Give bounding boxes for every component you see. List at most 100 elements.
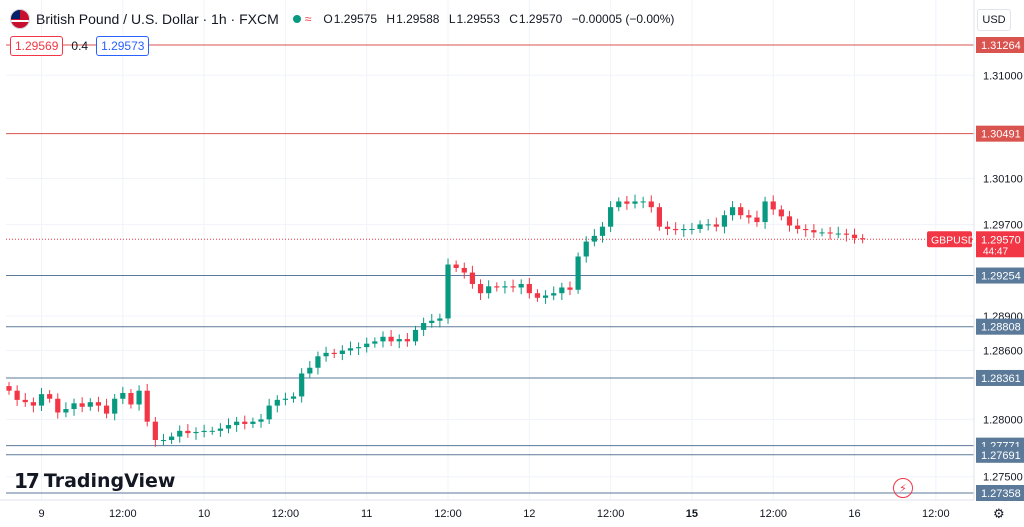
- candle-body[interactable]: [282, 398, 289, 400]
- candle-body[interactable]: [591, 235, 597, 242]
- candle-body[interactable]: [624, 201, 630, 204]
- candle-body[interactable]: [63, 409, 69, 413]
- candle-body[interactable]: [559, 287, 565, 294]
- flash-icon[interactable]: ⚡: [893, 478, 913, 498]
- candle-body[interactable]: [510, 286, 516, 288]
- candle-body[interactable]: [681, 228, 687, 231]
- candle-body[interactable]: [689, 228, 695, 230]
- candle-body[interactable]: [22, 399, 28, 403]
- candle-body[interactable]: [38, 394, 45, 406]
- candle-body[interactable]: [412, 329, 419, 342]
- candle-body[interactable]: [169, 436, 175, 441]
- buy-price-button[interactable]: 1.29573: [96, 36, 150, 56]
- candle-body[interactable]: [477, 284, 484, 294]
- candle-body[interactable]: [770, 201, 776, 210]
- level-price-tag[interactable]: [976, 267, 1024, 284]
- candle-body[interactable]: [648, 201, 654, 208]
- level-price-tag[interactable]: [976, 37, 1024, 53]
- candle-body[interactable]: [486, 286, 492, 294]
- candle-body[interactable]: [811, 230, 817, 233]
- candle-body[interactable]: [437, 318, 443, 321]
- level-price-tag[interactable]: [976, 485, 1024, 501]
- candle-body[interactable]: [372, 341, 378, 344]
- candle-body[interactable]: [95, 402, 102, 406]
- candle-body[interactable]: [14, 390, 20, 400]
- candle-body[interactable]: [209, 430, 215, 432]
- candle-body[interactable]: [534, 293, 541, 298]
- candle-body[interactable]: [103, 405, 110, 414]
- gear-icon[interactable]: ⚙: [993, 506, 1005, 521]
- candle-body[interactable]: [290, 396, 297, 399]
- candle-body[interactable]: [567, 287, 573, 290]
- candle-body[interactable]: [502, 286, 508, 288]
- candle-body[interactable]: [461, 267, 467, 273]
- candle-body[interactable]: [616, 201, 622, 208]
- candle-body[interactable]: [713, 224, 719, 227]
- candle-body[interactable]: [762, 201, 768, 223]
- candle-body[interactable]: [266, 405, 272, 420]
- candle-body[interactable]: [47, 394, 53, 399]
- symbol-tag[interactable]: [927, 231, 972, 248]
- candle-body[interactable]: [71, 403, 77, 410]
- candle-body[interactable]: [144, 390, 150, 422]
- candle-body[interactable]: [705, 224, 711, 226]
- candle-body[interactable]: [429, 320, 435, 324]
- tradingview-logo[interactable]: 17 TradingView: [14, 468, 175, 494]
- candle-body[interactable]: [835, 233, 841, 235]
- candle-body[interactable]: [518, 284, 524, 288]
- candle-body[interactable]: [583, 241, 589, 257]
- candle-body[interactable]: [299, 373, 305, 397]
- candle-body[interactable]: [120, 392, 126, 399]
- candle-body[interactable]: [217, 428, 223, 431]
- candle-body[interactable]: [258, 419, 264, 422]
- candle-body[interactable]: [445, 264, 451, 319]
- candle-body[interactable]: [396, 339, 402, 342]
- level-price-tag[interactable]: [976, 446, 1024, 463]
- currency-selector[interactable]: USD: [977, 9, 1011, 31]
- candle-body[interactable]: [388, 336, 394, 342]
- candle-body[interactable]: [494, 286, 500, 288]
- candle-body[interactable]: [526, 284, 532, 294]
- candle-body[interactable]: [160, 440, 167, 442]
- candle-body[interactable]: [136, 390, 142, 405]
- candle-body[interactable]: [608, 207, 614, 227]
- candle-body[interactable]: [112, 398, 118, 414]
- candle-body[interactable]: [331, 352, 337, 354]
- candle-body[interactable]: [347, 348, 354, 351]
- candle-body[interactable]: [551, 293, 557, 296]
- candle-body[interactable]: [185, 430, 191, 434]
- current-price-tag[interactable]: [976, 231, 1024, 258]
- level-price-tag[interactable]: [976, 125, 1024, 142]
- candle-body[interactable]: [746, 215, 752, 218]
- candle-body[interactable]: [778, 209, 784, 217]
- candle-body[interactable]: [250, 421, 256, 424]
- candle-body[interactable]: [673, 228, 679, 231]
- candle-body[interactable]: [274, 399, 280, 406]
- wave-indicator-icon[interactable]: ≈: [304, 12, 312, 26]
- candle-body[interactable]: [193, 431, 199, 434]
- candle-body[interactable]: [827, 232, 833, 234]
- candle-body[interactable]: [860, 238, 866, 240]
- candle-body[interactable]: [664, 226, 671, 229]
- candle-body[interactable]: [575, 256, 581, 290]
- candle-body[interactable]: [6, 386, 12, 391]
- candle-body[interactable]: [819, 232, 825, 234]
- market-open-indicator-icon[interactable]: [292, 15, 301, 23]
- candle-body[interactable]: [729, 207, 736, 216]
- candle-body[interactable]: [234, 421, 240, 426]
- candle-body[interactable]: [364, 343, 370, 348]
- candle-body[interactable]: [307, 367, 313, 374]
- candle-body[interactable]: [30, 402, 36, 406]
- candle-body[interactable]: [242, 421, 248, 424]
- candle-body[interactable]: [803, 228, 809, 231]
- level-price-tag[interactable]: [976, 369, 1024, 386]
- candle-body[interactable]: [355, 347, 362, 349]
- candle-body[interactable]: [453, 264, 459, 268]
- candle-body[interactable]: [795, 225, 801, 229]
- candle-body[interactable]: [225, 425, 232, 429]
- candle-body[interactable]: [55, 398, 61, 413]
- candle-body[interactable]: [738, 207, 744, 216]
- candle-body[interactable]: [380, 336, 386, 342]
- candle-body[interactable]: [754, 217, 760, 223]
